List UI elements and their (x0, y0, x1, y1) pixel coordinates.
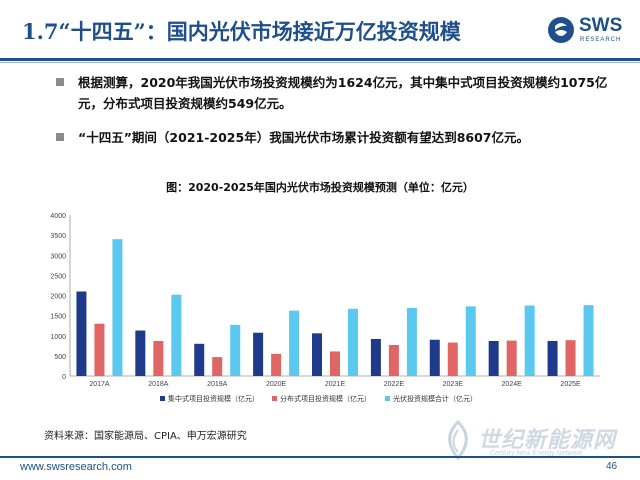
bar-2023E-s1 (447, 342, 458, 376)
legend-label: 光伏投资规模合计（亿元） (393, 394, 477, 403)
footer-url[interactable]: www.swsresearch.com (20, 461, 132, 473)
bar-2021E-s2 (348, 308, 358, 376)
bullet-square-icon (56, 78, 64, 86)
bar-2020E-s0 (253, 332, 264, 376)
watermark-text: 世纪新能源网 (478, 428, 617, 453)
legend-swatch (385, 396, 390, 401)
bar-2019A-s0 (194, 343, 205, 376)
y-tick-label: 2000 (50, 294, 66, 301)
page-title: 1.7“十四五”：国内光伏市场接近万亿投资规模 (22, 19, 461, 44)
bar-2018A-s0 (135, 330, 146, 376)
bullet-list: 根据测算，2020年我国光伏市场投资规模约为1624亿元，其中集中式项目投资规模… (40, 72, 630, 161)
watermark-subtext: Century New Energy Network (490, 450, 583, 457)
x-tick-label: 2022E (384, 381, 405, 388)
y-tick-label: 500 (54, 354, 66, 361)
y-tick-label: 1000 (50, 334, 66, 341)
bullet-item: “十四五”期间（2021-2025年）我国光伏市场累计投资额有望达到8607亿元… (40, 127, 630, 148)
bar-2022E-s1 (388, 345, 399, 376)
bar-2021E-s1 (330, 351, 340, 376)
x-tick-label: 2018A (148, 381, 169, 388)
bar-2025E-s0 (547, 340, 558, 376)
x-tick-label: 2017A (89, 381, 110, 388)
bullet-item: 根据测算，2020年我国光伏市场投资规模约为1624亿元，其中集中式项目投资规模… (40, 72, 630, 114)
bar-2024E-s1 (506, 340, 517, 376)
bar-2022E-s0 (370, 338, 381, 376)
page-number: 46 (606, 461, 618, 472)
bar-2020E-s2 (289, 310, 300, 376)
bar-2024E-s2 (524, 305, 535, 376)
bar-2024E-s0 (488, 340, 499, 376)
bar-2017A-s0 (76, 291, 87, 376)
y-tick-label: 3000 (50, 253, 66, 260)
title-divider-light (0, 62, 640, 63)
x-tick-label: 2019A (207, 381, 228, 388)
bar-2017A-s1 (94, 323, 105, 376)
x-tick-label: 2023E (443, 381, 464, 388)
bullet-text: “十四五”期间（2021-2025年）我国光伏市场累计投资额有望达到8607亿元… (78, 130, 529, 145)
footer-divider (0, 456, 640, 458)
x-tick-label: 2020E (266, 381, 287, 388)
legend-label: 分布式项目投资规模（亿元） (280, 394, 371, 403)
y-tick-label: 3500 (50, 233, 66, 240)
logo-subtitle: RESEARCH (580, 37, 622, 43)
x-tick-label: 2021E (325, 381, 346, 388)
title-bar: 1.7“十四五”：国内光伏市场接近万亿投资规模 SWS RESEARCH (0, 0, 640, 63)
bar-chart: 0 500 1000 1500 2000 2500 3000 3500 4000 2017A 201… (50, 213, 600, 403)
x-tick-label: 2024E (502, 381, 523, 388)
y-tick-label: 0 (62, 374, 66, 381)
logo-name: SWS (579, 15, 623, 36)
title-divider (0, 58, 640, 61)
source-note: 资料来源：国家能源局、CPIA、申万宏源研究 (44, 431, 247, 442)
bar-2021E-s0 (312, 333, 322, 376)
bullet-text: 根据测算，2020年我国光伏市场投资规模约为1624亿元，其中集中式项目投资规模… (78, 75, 608, 111)
bar-2022E-s2 (406, 307, 417, 376)
bar-2018A-s1 (153, 340, 164, 376)
bar-2018A-s2 (171, 294, 182, 376)
legend-label: 集中式项目投资规模（亿元） (168, 394, 259, 403)
bar-2020E-s1 (271, 353, 282, 376)
bar-2023E-s0 (429, 339, 440, 376)
watermark-logo-icon (448, 420, 468, 460)
bullet-square-icon (56, 133, 64, 141)
y-tick-label: 4000 (50, 213, 66, 220)
bar-2025E-s1 (565, 340, 576, 376)
y-tick-label: 1500 (50, 314, 66, 321)
legend-swatch (272, 396, 277, 401)
y-tick-label: 2500 (50, 273, 66, 280)
bar-2023E-s2 (465, 306, 476, 376)
legend-swatch (160, 396, 165, 401)
bar-2019A-s2 (230, 324, 241, 376)
x-tick-label: 2025E (560, 381, 581, 388)
chart-title: 图：2020-2025年国内光伏市场投资规模预测（单位：亿元） (166, 181, 474, 194)
bar-2025E-s2 (583, 305, 594, 376)
bar-2017A-s2 (112, 239, 123, 376)
watermark: 世纪新能源网 Century New Energy Network (430, 420, 640, 464)
sws-logo: SWS RESEARCH (547, 14, 633, 48)
sws-logo-icon (548, 17, 574, 43)
bar-2019A-s1 (212, 357, 223, 376)
